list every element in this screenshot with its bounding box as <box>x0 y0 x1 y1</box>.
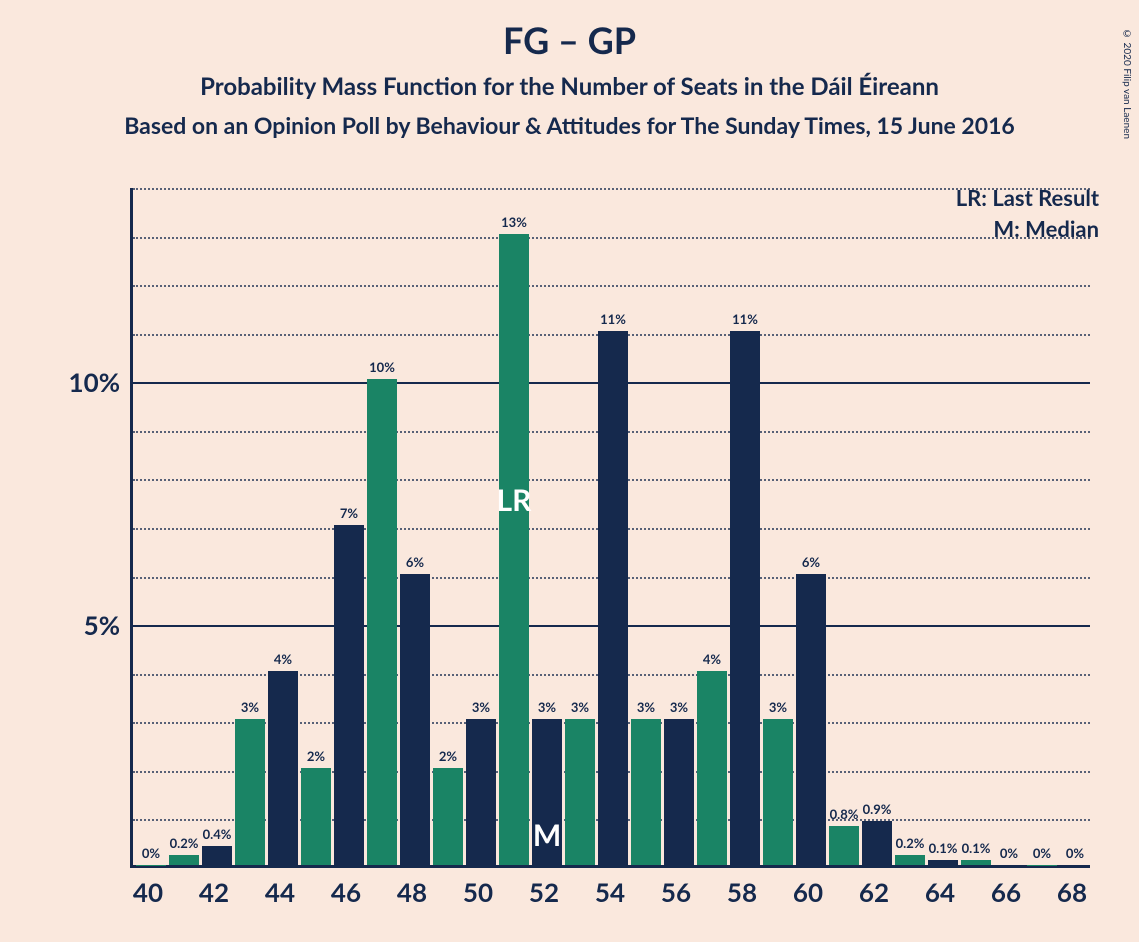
bar-value-label: 13% <box>484 214 544 230</box>
bar <box>499 234 529 865</box>
x-tick-label: 68 <box>1057 876 1087 908</box>
x-tick-label: 66 <box>991 876 1021 908</box>
x-axis-ticks: 40 42 44 46 48 50 52 54 56 58 60 62 64 66 68 <box>130 876 1090 916</box>
bar <box>697 671 727 865</box>
bar <box>301 768 331 865</box>
bar <box>631 719 661 865</box>
bar <box>367 379 397 865</box>
x-tick-label: 52 <box>529 876 559 908</box>
annotation-m: M <box>533 817 561 853</box>
bar <box>235 719 265 865</box>
x-tick-label: 42 <box>199 876 229 908</box>
bar <box>136 865 166 866</box>
plot-area: 0%0.2%0.4%3%4%2%7%10%6%2%3%13%3%3%11%3%3… <box>130 188 1090 868</box>
bar-value-label: 6% <box>781 554 841 570</box>
bar <box>730 331 760 865</box>
bar-value-label: 11% <box>715 311 775 327</box>
bar <box>598 331 628 865</box>
y-tick-label: 10% <box>69 366 120 398</box>
bar <box>334 525 364 865</box>
annotation-lr: LR <box>497 482 532 518</box>
x-tick-label: 54 <box>595 876 625 908</box>
bar-value-label: 10% <box>352 359 412 375</box>
bar <box>433 768 463 865</box>
bar <box>664 719 694 865</box>
copyright-text: © 2020 Filip van Laenen <box>1121 28 1133 139</box>
bars-container: 0%0.2%0.4%3%4%2%7%10%6%2%3%13%3%3%11%3%3… <box>133 188 1090 865</box>
bar-value-label: 4% <box>253 651 313 667</box>
bar <box>829 826 859 865</box>
x-tick-label: 60 <box>793 876 823 908</box>
x-tick-label: 56 <box>661 876 691 908</box>
bar <box>565 719 595 865</box>
bar <box>466 719 496 865</box>
x-tick-label: 64 <box>925 876 955 908</box>
bar <box>268 671 298 865</box>
x-tick-label: 44 <box>265 876 295 908</box>
chart-caption: Based on an Opinion Poll by Behaviour & … <box>0 111 1139 139</box>
bar-value-label: 0.9% <box>847 801 907 817</box>
bar <box>928 860 958 865</box>
bar <box>1027 865 1057 866</box>
chart-subtitle: Probability Mass Function for the Number… <box>0 72 1139 101</box>
bar <box>763 719 793 865</box>
x-tick-label: 58 <box>727 876 757 908</box>
x-tick-label: 50 <box>463 876 493 908</box>
chart-title: FG – GP <box>0 18 1139 62</box>
bar <box>994 865 1024 866</box>
x-tick-label: 40 <box>133 876 163 908</box>
bar <box>202 846 232 865</box>
bar <box>895 855 925 865</box>
x-tick-label: 48 <box>397 876 427 908</box>
y-tick-label: 5% <box>84 609 120 641</box>
bar-value-label: 0% <box>1045 845 1105 861</box>
chart-area: 0%0.2%0.4%3%4%2%7%10%6%2%3%13%3%3%11%3%3… <box>60 188 1100 908</box>
bar-value-label: 11% <box>583 311 643 327</box>
bar-value-label: 6% <box>385 554 445 570</box>
bar <box>400 574 430 865</box>
bar <box>1060 865 1090 866</box>
bar <box>169 855 199 865</box>
x-tick-label: 62 <box>859 876 889 908</box>
x-tick-label: 46 <box>331 876 361 908</box>
